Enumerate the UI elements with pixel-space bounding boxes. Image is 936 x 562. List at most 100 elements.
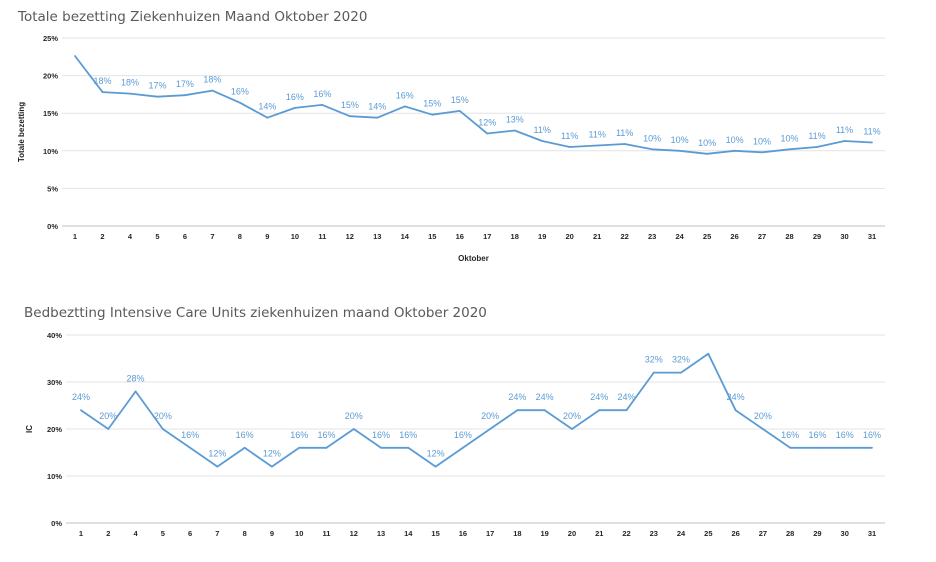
chart2-xtick-label: 12 [350,529,358,538]
chart2-xtick-label: 5 [161,529,165,538]
chart1-data-point [513,129,516,132]
chart2-data-point [107,428,110,430]
chart2-data-point [707,352,710,355]
chart2-data-point [325,446,328,449]
chart1-xtick-label: 23 [648,232,656,241]
chart2-ytick-label: 30% [47,378,62,387]
chart1-data-point [156,95,159,98]
chart2-data-point [161,428,164,430]
chart2-xtick-label: 2 [106,529,110,538]
chart2-data-label: 24% [508,392,526,402]
chart1-data-point [266,116,269,119]
chart2-xtick-label: 19 [541,529,549,538]
chart2-xtick-label: 16 [459,529,467,538]
chart1-data-label: 10% [698,138,716,148]
chart2-data-point [516,409,519,412]
chart2-data-label: 24% [536,392,554,402]
chart1-data-point [101,91,104,94]
chart1-data-label: 15% [451,95,469,105]
chart1-data-point [74,55,76,57]
chart2-data-label: 16% [181,430,199,440]
chart2-y-axis-title: IC [25,425,34,433]
chart2-data-label: 32% [672,355,690,365]
chart1-data-label: 11% [588,130,605,140]
chart2-xtick-label: 18 [513,529,521,538]
chart1-xtick-label: 31 [868,232,876,241]
chart2-data-label: 24% [590,392,608,402]
chart1-data-point [541,140,544,142]
chart1-xtick-label: 13 [373,232,381,241]
chart1-xtick-label: 29 [813,232,821,241]
chart1-xtick-label: 8 [238,232,242,241]
chart2-xtick-label: 15 [431,529,439,538]
chart1-data-point [623,143,626,145]
chart1-data-label: 16% [313,89,331,99]
chart1-xtick-label: 9 [265,232,269,241]
chart1-data-label: 16% [396,90,414,100]
chart2-data-point [734,409,737,412]
chart1-data-label: 14% [258,102,276,112]
chart1-data-point [816,146,818,148]
chart1-data-point [129,92,131,95]
chart2-data-point [789,446,792,449]
chart2-xtick-label: 28 [786,529,794,538]
chart1-data-point [348,115,351,118]
chart2-data-point [189,446,192,449]
chart1-data-label: 16% [231,87,249,97]
chart2-xtick-label: 25 [704,529,712,538]
chart1-data-label: 12% [478,118,496,128]
chart2-data-label: 16% [836,430,854,440]
chart1-xtick-label: 16 [456,232,464,241]
chart1-data-label: 17% [148,81,166,91]
chart2-data-point [598,409,601,412]
chart1-xtick-label: 21 [593,232,601,241]
chart2-data-point [352,428,355,430]
chart1-data-label: 11% [616,128,633,138]
chart2-xtick-label: 22 [622,529,630,538]
chart1-xtick-label: 20 [566,232,574,241]
chart1-xtick-label: 18 [511,232,519,241]
chart2-xtick-label: 31 [868,529,876,538]
chart1-xtick-label: 17 [483,232,491,241]
chart1-data-point [238,101,241,104]
chart2-data-label: 16% [236,430,254,440]
chart2-data-label: 16% [290,430,308,440]
chart2-xtick-label: 20 [568,529,576,538]
chart2-ytick-label: 0% [51,519,62,528]
chart1-series-line [74,55,873,155]
chart1-xtick-label: 15 [428,232,436,241]
chart1-title: Totale bezetting Ziekenhuizen Maand Okto… [18,9,368,25]
chart2-data-point [680,371,682,374]
chart2-data-label: 20% [154,411,172,421]
chart1-xtick-label: 4 [128,232,133,241]
chart2-xtick-label: 21 [595,529,603,538]
chart1-data-label: 11% [534,125,551,135]
chart1-data-point [458,110,461,112]
chart2-xtick-label: 1 [79,529,83,538]
chart2-data-point [543,409,546,412]
chart1-xtick-label: 28 [785,232,793,241]
chart2-xtick-label: 8 [243,529,247,538]
chart2-data-label: 20% [345,411,363,421]
chart2-data-label: 12% [427,449,445,459]
chart2-xtick-label: 29 [813,529,821,538]
chart2-data-label: 24% [72,392,90,402]
chart2-data-point [871,446,873,449]
chart1-data-point [761,151,763,154]
chart1-data-point [706,152,709,155]
chart1-data-point [596,144,599,147]
chart1-xtick-label: 10 [291,232,299,241]
chart2-xtick-label: 17 [486,529,494,538]
chart2-data-point [134,390,137,393]
chart2-data-label: 12% [263,449,281,459]
chart2-data-point [271,465,273,468]
chart2-data-label: 12% [208,449,226,459]
chart2-data-label: 16% [372,430,390,440]
chart1-data-point [871,141,873,144]
chart1-data-label: 10% [671,135,689,145]
chart1-data-point [211,89,214,92]
chart2-series-line [80,352,872,468]
chart1-ytick-label: 5% [47,184,58,193]
